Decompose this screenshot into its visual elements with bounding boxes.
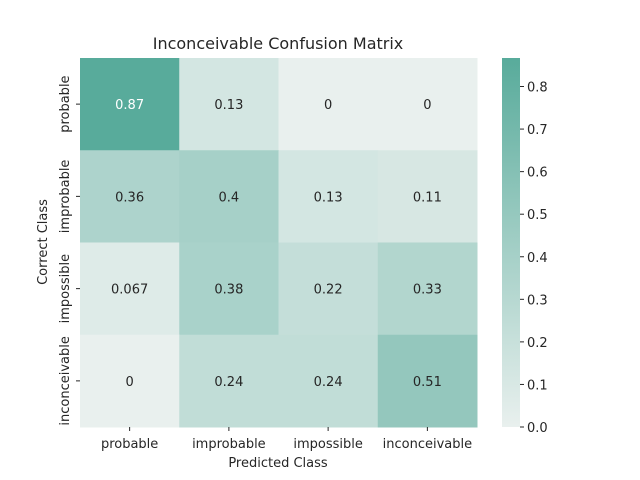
cell-value-label: 0.4 <box>219 190 240 205</box>
heatmap-cell-0-2 <box>278 58 379 151</box>
cell-value-label: 0.36 <box>115 190 144 205</box>
heatmap-cell-1-0 <box>80 150 180 243</box>
y-tick-label: impossible <box>58 254 73 324</box>
cell-value-label: 0 <box>324 98 332 113</box>
y-tick-label: inconceivable <box>58 336 73 425</box>
heatmap-cells: 0.87 0.13 0 0 0.36 0.4 0.13 0.11 0.067 0.38 0.22 0.… <box>80 58 478 428</box>
heatmap-cell-2-1 <box>179 242 279 336</box>
y-tick-label: improbable <box>58 160 73 234</box>
cell-value-label: 0 <box>423 98 431 113</box>
cell-value-label: 0.24 <box>314 375 343 390</box>
x-tick-label: impossible <box>293 437 363 452</box>
heatmap-cell-3-3 <box>377 334 478 428</box>
colorbar-tick-label: 0.4 <box>527 251 548 266</box>
x-tick-label: improbable <box>192 437 266 452</box>
heatmap-cell-1-3 <box>377 150 478 243</box>
heatmap-cell-1-1 <box>179 150 279 243</box>
heatmap-cell-2-0 <box>80 242 180 336</box>
colorbar-tick-label: 0.5 <box>527 208 548 223</box>
heatmap-cell-3-2 <box>278 334 379 428</box>
cell-value-label: 0.33 <box>413 283 442 298</box>
heatmap-cell-3-0 <box>80 334 180 428</box>
colorbar-tick-label: 0.0 <box>527 421 548 436</box>
cell-value-label: 0.13 <box>314 190 343 205</box>
colorbar-tick-label: 0.6 <box>527 166 548 181</box>
heatmap-cell-2-2 <box>278 242 379 336</box>
cell-value-label: 0 <box>125 375 133 390</box>
cell-value-label: 0.13 <box>214 98 243 113</box>
cell-value-label: 0.067 <box>111 283 148 298</box>
colorbar-ticks: 0.0 0.1 0.2 0.3 0.4 0.5 0.6 0.7 0.8 <box>520 81 548 436</box>
colorbar-tick-label: 0.1 <box>527 378 548 393</box>
x-tick-label: inconceivable <box>383 437 472 452</box>
heatmap-cell-0-3 <box>377 58 478 151</box>
colorbar-tick-label: 0.7 <box>527 123 548 138</box>
colorbar-tick-label: 0.3 <box>527 293 548 308</box>
y-axis-label: Correct Class <box>36 199 51 285</box>
x-tick-label: probable <box>101 437 158 452</box>
heatmap-cell-0-1 <box>179 58 279 151</box>
heatmap-cell-2-3 <box>377 242 478 336</box>
y-tick-label: probable <box>58 75 73 132</box>
cell-value-label: 0.22 <box>314 283 343 298</box>
y-tick-labels: probable improbable impossible inconceivabl… <box>58 75 80 426</box>
colorbar <box>502 58 520 427</box>
heatmap-cell-1-2 <box>278 150 379 243</box>
heatmap-cell-3-1 <box>179 334 279 428</box>
cell-value-label: 0.38 <box>214 283 243 298</box>
cell-value-label: 0.11 <box>413 190 442 205</box>
cell-value-label: 0.24 <box>214 375 243 390</box>
heatmap-cell-0-0 <box>80 58 180 151</box>
cell-value-label: 0.87 <box>115 98 144 113</box>
cell-value-label: 0.51 <box>413 375 442 390</box>
colorbar-tick-label: 0.8 <box>527 81 548 96</box>
x-tick-labels: probable improbable impossible inconceivabl… <box>101 427 472 452</box>
x-axis-label: Predicted Class <box>228 456 328 471</box>
colorbar-tick-label: 0.2 <box>527 336 548 351</box>
chart-title: Inconceivable Confusion Matrix <box>153 34 404 53</box>
